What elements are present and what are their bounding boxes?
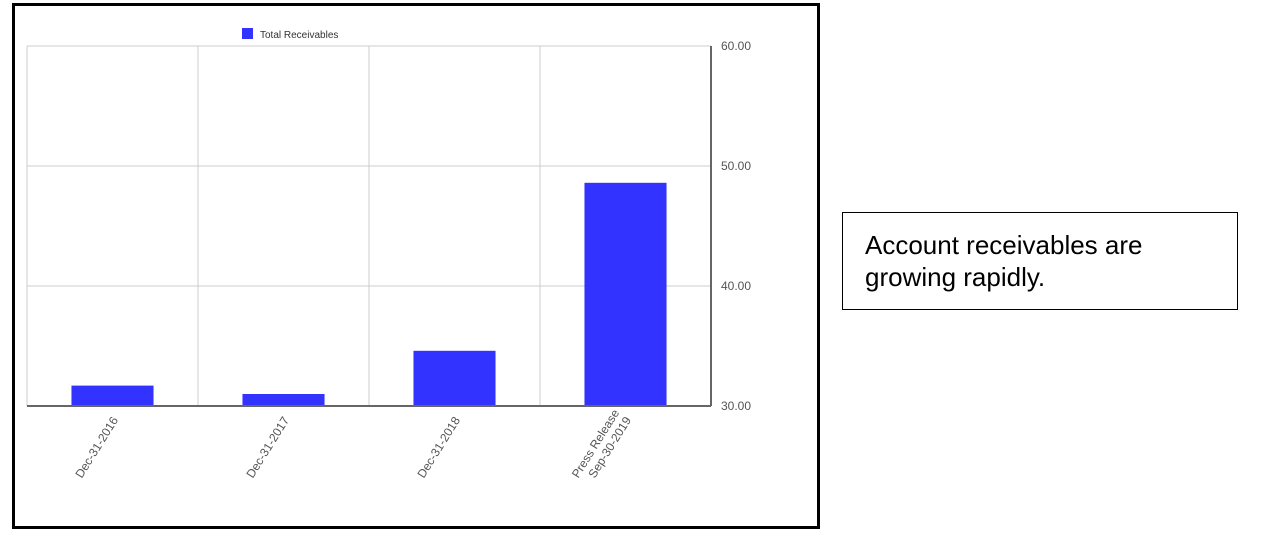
y-tick-label: 60.00 — [721, 39, 751, 53]
bar — [413, 350, 496, 406]
receivables-bar-chart: 30.00 40.00 50.00 60.00 Dec-31-2016 Dec-31-20… — [26, 28, 751, 481]
annotation-text: Account receivables are growing rapidly. — [865, 230, 1143, 292]
chart-frame: 30.00 40.00 50.00 60.00 Dec-31-2016 Dec-31-20… — [12, 3, 820, 529]
bar — [71, 385, 154, 406]
x-tick-label-line: Dec-31-2017 — [243, 414, 292, 481]
legend-swatch — [242, 28, 253, 39]
x-tick-label: Dec-31-2018 — [414, 414, 463, 481]
x-tick-label-line: Dec-31-2016 — [72, 414, 121, 481]
y-tick-label: 30.00 — [721, 399, 751, 413]
x-tick-label: Dec-31-2016 — [72, 414, 121, 481]
bar — [242, 394, 325, 406]
annotation-box: Account receivables are growing rapidly. — [842, 212, 1238, 310]
legend-label: Total Receivables — [260, 30, 338, 41]
y-tick-label: 50.00 — [721, 159, 751, 173]
y-tick-label: 40.00 — [721, 279, 751, 293]
legend: Total Receivables — [242, 28, 338, 41]
x-tick-label: Dec-31-2017 — [243, 414, 292, 481]
x-tick-label-line: Dec-31-2018 — [414, 414, 463, 481]
bar — [584, 182, 667, 406]
